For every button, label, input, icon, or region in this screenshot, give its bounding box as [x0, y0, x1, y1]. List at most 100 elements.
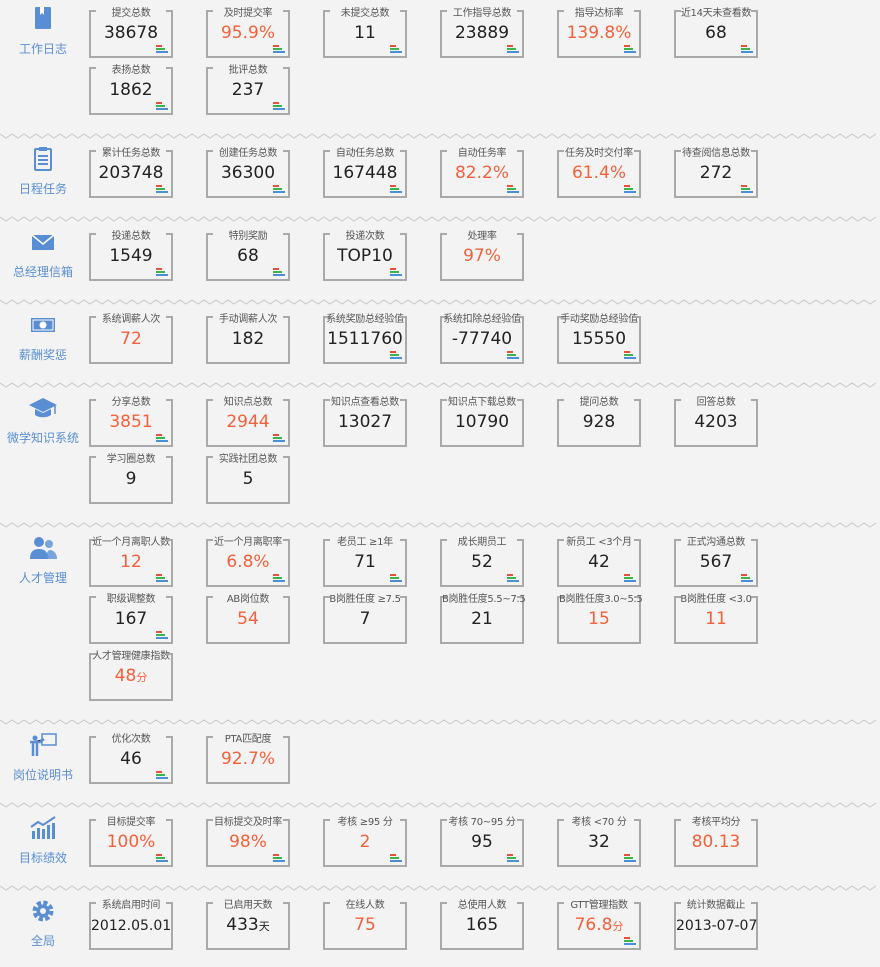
section-header[interactable]: 日程任务: [0, 140, 86, 215]
section-header[interactable]: 微学知识系统: [0, 389, 86, 521]
stat-card[interactable]: 近一个月离职率 6.8%: [206, 537, 290, 587]
stat-card[interactable]: 考核 70~95 分 95: [440, 817, 524, 867]
bar-chart-icon[interactable]: [156, 770, 168, 779]
bar-chart-icon[interactable]: [273, 101, 285, 110]
stat-card[interactable]: 知识点总数 2944: [206, 397, 290, 447]
stat-card[interactable]: 目标提交及时率 98%: [206, 817, 290, 867]
bar-chart-icon[interactable]: [624, 936, 636, 945]
stat-card[interactable]: 知识点下载总数 10790: [440, 397, 524, 447]
stat-card[interactable]: 总使用人数 165: [440, 900, 524, 950]
section-header[interactable]: 总经理信箱: [0, 223, 86, 298]
stat-card[interactable]: B岗胜任度5.5~7.5 21: [440, 594, 526, 644]
stat-card[interactable]: 批评总数 237: [206, 65, 290, 115]
stat-card[interactable]: 系统扣除总经验值 -77740: [440, 314, 524, 364]
stat-card[interactable]: 投递次数 TOP10: [323, 231, 407, 281]
section-header[interactable]: 岗位说明书: [0, 726, 86, 801]
stat-card[interactable]: 未提交总数 11: [323, 8, 407, 58]
stat-card[interactable]: B岗胜任度 ≥7.5 7: [323, 594, 407, 644]
stat-card[interactable]: 近14天未查看数 68: [674, 8, 758, 58]
bar-chart-icon[interactable]: [156, 630, 168, 639]
stat-card[interactable]: 系统启用时间 2012.05.01: [89, 900, 173, 950]
stat-card[interactable]: 知识点查看总数 13027: [323, 397, 407, 447]
bar-chart-icon[interactable]: [156, 44, 168, 53]
bar-chart-icon[interactable]: [273, 184, 285, 193]
bar-chart-icon[interactable]: [624, 853, 636, 862]
stat-card[interactable]: 手动奖励总经验值 15550: [557, 314, 641, 364]
stat-card[interactable]: 及时提交率 95.9%: [206, 8, 290, 58]
stat-card[interactable]: 提交总数 38678: [89, 8, 173, 58]
bar-chart-icon[interactable]: [507, 853, 519, 862]
bar-chart-icon[interactable]: [390, 853, 402, 862]
stat-card[interactable]: B岗胜任度3.0~5.5 15: [557, 594, 643, 644]
stat-card[interactable]: 考核 ≥95 分 2: [323, 817, 407, 867]
bar-chart-icon[interactable]: [273, 44, 285, 53]
stat-card[interactable]: 人才管理健康指数 48分: [89, 651, 173, 701]
stat-card[interactable]: 处理率 97%: [440, 231, 524, 281]
stat-card[interactable]: 特别奖励 68: [206, 231, 290, 281]
stat-card[interactable]: 已启用天数 433天: [206, 900, 290, 950]
stat-card[interactable]: 学习圈总数 9: [89, 454, 173, 504]
stat-card[interactable]: 分享总数 3851: [89, 397, 173, 447]
bar-chart-icon[interactable]: [390, 267, 402, 276]
stat-card[interactable]: 系统奖励总经验值 1511760: [323, 314, 407, 364]
section-header[interactable]: 人才管理: [0, 529, 86, 718]
stat-card[interactable]: 创建任务总数 36300: [206, 148, 290, 198]
bar-chart-icon[interactable]: [507, 44, 519, 53]
stat-card[interactable]: 正式沟通总数 567: [674, 537, 758, 587]
stat-card[interactable]: 考核 <70 分 32: [557, 817, 641, 867]
bar-chart-icon[interactable]: [507, 573, 519, 582]
bar-chart-icon[interactable]: [390, 44, 402, 53]
stat-card[interactable]: 手动调薪人次 182: [206, 314, 290, 364]
stat-card[interactable]: PTA匹配度 92.7%: [206, 734, 290, 784]
bar-chart-icon[interactable]: [156, 853, 168, 862]
bar-chart-icon[interactable]: [741, 44, 753, 53]
bar-chart-icon[interactable]: [273, 267, 285, 276]
bar-chart-icon[interactable]: [156, 433, 168, 442]
bar-chart-icon[interactable]: [156, 573, 168, 582]
stat-card[interactable]: 累计任务总数 203748: [89, 148, 173, 198]
stat-card[interactable]: 自动任务总数 167448: [323, 148, 407, 198]
bar-chart-icon[interactable]: [390, 573, 402, 582]
section-header[interactable]: 工作日志: [0, 0, 86, 132]
stat-card[interactable]: 目标提交率 100%: [89, 817, 173, 867]
bar-chart-icon[interactable]: [390, 184, 402, 193]
stat-card[interactable]: 提问总数 928: [557, 397, 641, 447]
stat-card[interactable]: AB岗位数 54: [206, 594, 290, 644]
bar-chart-icon[interactable]: [741, 184, 753, 193]
stat-card[interactable]: B岗胜任度 <3.0 11: [674, 594, 758, 644]
bar-chart-icon[interactable]: [156, 101, 168, 110]
bar-chart-icon[interactable]: [624, 350, 636, 359]
section-header[interactable]: 薪酬奖惩: [0, 306, 86, 381]
stat-card[interactable]: 实践社团总数 5: [206, 454, 290, 504]
stat-card[interactable]: 统计数据截止 2013-07-07: [674, 900, 758, 950]
stat-card[interactable]: 投递总数 1549: [89, 231, 173, 281]
stat-card[interactable]: 优化次数 46: [89, 734, 173, 784]
stat-card[interactable]: 成长期员工 52: [440, 537, 524, 587]
bar-chart-icon[interactable]: [624, 184, 636, 193]
stat-card[interactable]: 回答总数 4203: [674, 397, 758, 447]
bar-chart-icon[interactable]: [273, 573, 285, 582]
bar-chart-icon[interactable]: [624, 44, 636, 53]
bar-chart-icon[interactable]: [507, 350, 519, 359]
stat-card[interactable]: 指导达标率 139.8%: [557, 8, 641, 58]
bar-chart-icon[interactable]: [273, 433, 285, 442]
bar-chart-icon[interactable]: [390, 350, 402, 359]
stat-card[interactable]: 自动任务率 82.2%: [440, 148, 524, 198]
stat-card[interactable]: 老员工 ≥1年 71: [323, 537, 407, 587]
bar-chart-icon[interactable]: [624, 573, 636, 582]
stat-card[interactable]: 考核平均分 80.13: [674, 817, 758, 867]
bar-chart-icon[interactable]: [507, 184, 519, 193]
section-header[interactable]: 目标绩效: [0, 809, 86, 884]
stat-card[interactable]: 近一个月离职人数 12: [89, 537, 173, 587]
bar-chart-icon[interactable]: [741, 573, 753, 582]
stat-card[interactable]: 新员工 <3个月 42: [557, 537, 641, 587]
stat-card[interactable]: 表扬总数 1862: [89, 65, 173, 115]
stat-card[interactable]: 待查阅信息总数 272: [674, 148, 758, 198]
stat-card[interactable]: 在线人数 75: [323, 900, 407, 950]
bar-chart-icon[interactable]: [273, 853, 285, 862]
bar-chart-icon[interactable]: [156, 184, 168, 193]
stat-card[interactable]: 工作指导总数 23889: [440, 8, 524, 58]
stat-card[interactable]: 系统调薪人次 72: [89, 314, 173, 364]
section-header[interactable]: 全局: [0, 892, 86, 967]
stat-card[interactable]: 任务及时交付率 61.4%: [557, 148, 641, 198]
